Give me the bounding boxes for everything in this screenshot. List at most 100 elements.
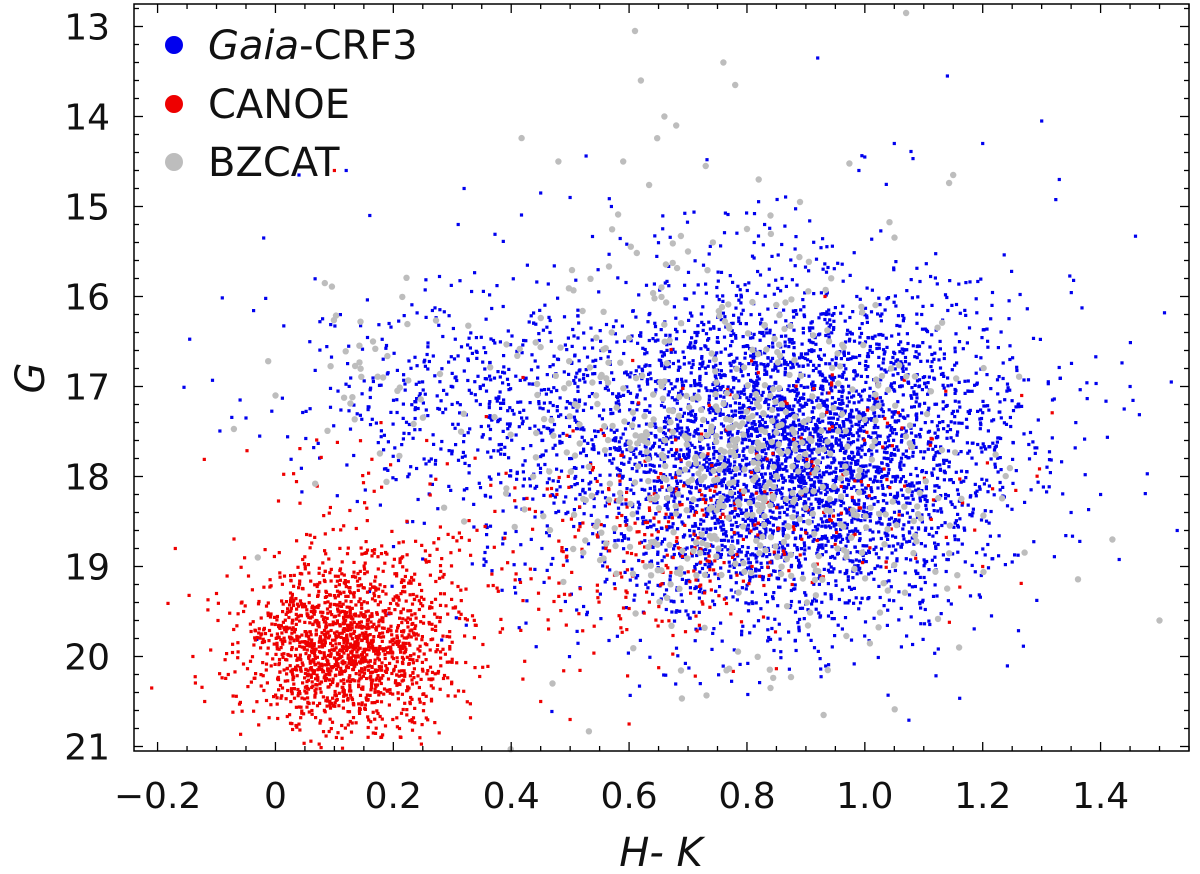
point-gaia-crf3-3759 [586, 441, 590, 445]
point-gaia-crf3-1613 [622, 559, 626, 563]
point-gaia-crf3-4804 [414, 382, 418, 386]
point-gaia-crf3-4817 [658, 488, 662, 492]
point-gaia-crf3-1792 [723, 532, 727, 536]
point-gaia-crf3-3281 [878, 516, 882, 521]
point-gaia-crf3-1584 [654, 491, 658, 496]
point-gaia-crf3-3996 [719, 520, 724, 524]
point-gaia-crf3-3945 [925, 359, 930, 363]
point-gaia-crf3-4670 [614, 319, 618, 323]
point-gaia-crf3-3262 [643, 347, 647, 352]
point-gaia-crf3-2942 [772, 461, 776, 465]
point-gaia-crf3-2526 [823, 503, 827, 507]
point-gaia-crf3-1230 [903, 571, 907, 575]
point-gaia-crf3-2915 [802, 617, 806, 621]
point-gaia-crf3-839 [838, 407, 842, 411]
point-gaia-crf3-3721 [781, 529, 785, 533]
point-gaia-crf3-4652 [502, 354, 506, 358]
point-gaia-crf3-1144 [800, 465, 804, 470]
point-gaia-crf3-3610 [662, 673, 666, 677]
point-gaia-crf3-3677 [776, 286, 780, 290]
point-gaia-crf3-1919 [648, 486, 652, 490]
point-gaia-crf3-2668 [510, 334, 514, 338]
point-gaia-crf3-87 [830, 521, 835, 525]
point-gaia-crf3-1650 [731, 595, 735, 599]
point-gaia-crf3-2921 [832, 312, 836, 316]
point-gaia-crf3-2295 [849, 432, 853, 436]
point-gaia-crf3-1217 [746, 566, 750, 570]
point-gaia-crf3-4860 [491, 338, 496, 343]
point-gaia-crf3-4726 [188, 337, 192, 341]
point-gaia-crf3-4565 [858, 354, 862, 358]
point-gaia-crf3-2700 [870, 237, 874, 241]
point-gaia-crf3-4015 [487, 406, 491, 410]
point-gaia-crf3-4709 [478, 386, 482, 391]
point-gaia-crf3-350 [888, 433, 892, 437]
point-gaia-crf3-135 [645, 408, 649, 413]
point-gaia-crf3-2500 [505, 436, 509, 440]
point-gaia-crf3-1972 [912, 439, 916, 443]
point-gaia-crf3-3940 [1014, 405, 1018, 409]
point-gaia-crf3-4396 [831, 570, 835, 574]
point-gaia-crf3-1517 [1004, 422, 1009, 426]
point-gaia-crf3-621 [885, 501, 889, 505]
point-gaia-crf3-4251 [979, 446, 983, 450]
point-gaia-crf3-2771 [656, 338, 660, 342]
point-gaia-crf3-2058 [915, 379, 920, 383]
point-gaia-crf3-1075 [653, 325, 658, 329]
point-gaia-crf3-3199 [678, 500, 682, 504]
point-gaia-crf3-774 [711, 544, 715, 548]
point-gaia-crf3-539 [840, 262, 844, 266]
point-gaia-crf3-2139 [834, 437, 838, 441]
point-gaia-crf3-4904 [440, 367, 444, 371]
point-gaia-crf3-4637 [574, 375, 578, 379]
point-gaia-crf3-4833 [370, 417, 374, 421]
point-gaia-crf3-2917 [378, 503, 382, 507]
point-gaia-crf3-2971 [537, 332, 541, 336]
point-gaia-crf3-227 [849, 470, 853, 474]
point-gaia-crf3-660 [842, 363, 846, 367]
point-gaia-crf3-4003 [834, 536, 838, 541]
point-gaia-crf3-3641 [755, 291, 759, 295]
point-gaia-crf3-14 [886, 693, 890, 697]
point-gaia-crf3-2843 [729, 344, 733, 348]
point-gaia-crf3-2516 [713, 374, 717, 378]
point-gaia-crf3-2676 [771, 341, 775, 345]
point-gaia-crf3-3445 [875, 346, 879, 351]
point-gaia-crf3-4611 [328, 386, 333, 390]
point-gaia-crf3-3209 [832, 319, 836, 323]
point-gaia-crf3-2251 [838, 448, 842, 453]
point-gaia-crf3-1678 [1033, 446, 1037, 450]
point-gaia-crf3-39 [802, 385, 806, 389]
point-gaia-crf3-1154 [891, 534, 895, 538]
point-gaia-crf3-115 [901, 369, 905, 373]
point-gaia-crf3-1752 [783, 578, 787, 582]
point-gaia-crf3-1165 [622, 455, 626, 459]
point-gaia-crf3-1815 [852, 469, 856, 473]
point-gaia-crf3-3405 [687, 318, 691, 322]
point-gaia-crf3-3480 [659, 597, 663, 601]
point-gaia-crf3-4239 [809, 534, 813, 538]
point-gaia-crf3-700 [667, 379, 671, 383]
point-gaia-crf3-4912 [418, 428, 422, 432]
point-gaia-crf3-553 [925, 330, 930, 334]
point-gaia-crf3-4690 [502, 365, 506, 369]
point-gaia-crf3-3289 [810, 349, 814, 354]
point-gaia-crf3-2434 [642, 552, 646, 556]
point-gaia-crf3-4473 [987, 408, 991, 412]
point-gaia-crf3-102 [529, 537, 533, 541]
point-gaia-crf3-3801 [998, 400, 1002, 404]
point-gaia-crf3-4831 [421, 401, 425, 405]
point-gaia-crf3-3921 [792, 384, 796, 388]
point-gaia-crf3-2790 [646, 320, 650, 324]
point-gaia-crf3-4557 [935, 484, 939, 488]
point-gaia-crf3-3986 [761, 511, 765, 515]
point-gaia-crf3-664 [863, 544, 867, 548]
point-gaia-crf3-618 [865, 286, 869, 290]
point-gaia-crf3-4495 [751, 362, 755, 366]
point-gaia-crf3-1505 [700, 364, 704, 368]
point-gaia-crf3-4340 [852, 251, 856, 255]
point-gaia-crf3-556 [735, 481, 739, 485]
point-gaia-crf3-4142 [881, 333, 885, 337]
point-gaia-crf3-1598 [646, 382, 650, 386]
point-gaia-crf3-1368 [881, 414, 885, 418]
